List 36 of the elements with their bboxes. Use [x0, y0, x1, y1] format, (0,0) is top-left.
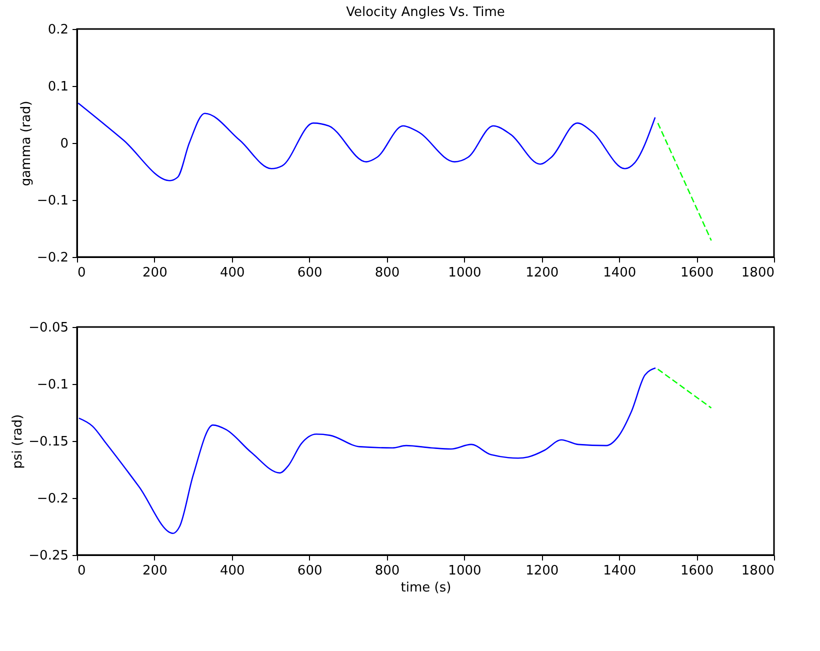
x-tick-label: 1600 — [680, 564, 714, 578]
x-tick-label: 1200 — [526, 266, 559, 280]
x-tick-label: 600 — [297, 266, 322, 280]
y-tick-label: −0.1 — [36, 194, 68, 208]
x-tick-label: 1400 — [603, 564, 636, 578]
x-tick-label: 400 — [220, 266, 245, 280]
y-tick-label: 0.1 — [48, 80, 68, 94]
x-tick-label: 800 — [374, 266, 400, 280]
y-tick-label: −0.2 — [36, 492, 68, 506]
x-tick-label: 1800 — [741, 564, 774, 578]
x-tick-label: 1600 — [680, 266, 714, 280]
line-series — [78, 367, 656, 534]
x-tick-label: 1200 — [526, 564, 559, 578]
y-tick-label: −0.05 — [28, 320, 68, 336]
x-tick-label: 200 — [142, 564, 168, 578]
chart-title: Velocity Angles Vs. Time — [346, 5, 505, 20]
x-tick-label: 0 — [78, 266, 86, 280]
x-tick-label: 1000 — [448, 564, 482, 578]
x-tick-label: 200 — [142, 266, 168, 280]
x-tick-label: 1400 — [603, 266, 636, 280]
x-tick-label: 0 — [78, 564, 86, 578]
y-axis-title: gamma (rad) — [18, 100, 34, 186]
y-axis-title: psi (rad) — [10, 414, 26, 469]
x-tick-label: 600 — [297, 564, 322, 578]
y-tick-label: −0.2 — [36, 250, 68, 266]
x-tick-label: 1000 — [448, 266, 482, 280]
line-series — [78, 102, 656, 182]
x-axis-title: time (s) — [400, 580, 452, 596]
y-tick-label: 0.2 — [48, 22, 68, 38]
y-tick-label: −0.15 — [28, 434, 68, 450]
x-tick-label: 800 — [374, 564, 400, 578]
x-tick-label: 1800 — [741, 266, 774, 280]
y-tick-label: 0 — [60, 136, 68, 152]
y-tick-label: −0.25 — [28, 548, 68, 564]
y-tick-label: −0.1 — [36, 378, 68, 392]
x-tick-label: 400 — [220, 564, 245, 578]
